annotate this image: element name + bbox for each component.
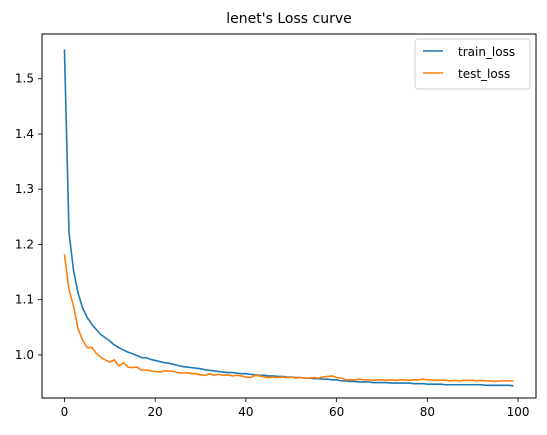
y-tick-label: 1.1 — [15, 293, 34, 307]
x-tick-label: 100 — [507, 405, 530, 419]
chart-title: lenet's Loss curve — [226, 11, 351, 27]
series-line-test-loss — [64, 254, 513, 381]
y-tick-label: 1.4 — [15, 127, 34, 141]
series-layer — [64, 49, 513, 385]
series-line-train-loss — [64, 49, 513, 385]
y-axis: 1.0 1.1 1.2 1.3 1.4 1.5 — [15, 72, 42, 362]
x-tick-label: 80 — [420, 405, 435, 419]
x-tick-label: 0 — [61, 405, 69, 419]
y-tick-label: 1.5 — [15, 72, 34, 86]
y-tick-label: 1.2 — [15, 237, 34, 251]
legend-label-train-loss: train_loss — [458, 45, 515, 59]
x-tick-label: 60 — [329, 405, 344, 419]
x-tick-label: 40 — [238, 405, 253, 419]
y-tick-label: 1.3 — [15, 182, 34, 196]
y-tick-label: 1.0 — [15, 348, 34, 362]
x-tick-label: 20 — [148, 405, 163, 419]
legend: train_loss test_loss — [415, 39, 530, 89]
x-axis: 0 20 40 60 80 100 — [61, 398, 530, 419]
legend-label-test-loss: test_loss — [458, 67, 510, 81]
